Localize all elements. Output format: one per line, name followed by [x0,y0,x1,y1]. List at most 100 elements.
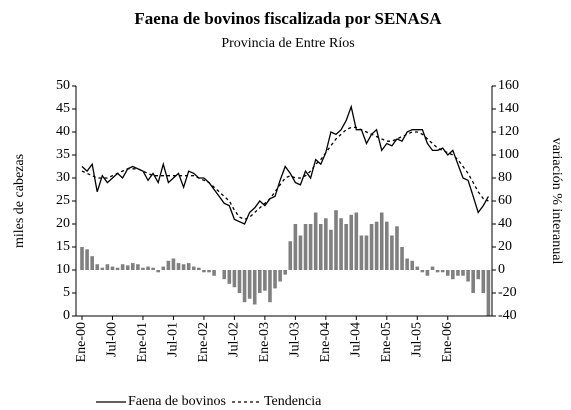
line [81,104,489,225]
bar [202,270,206,273]
bar [227,270,232,284]
bar [80,247,84,270]
x-tick-label: Jul-04 [349,322,364,357]
bar [298,235,303,270]
y2-tick-label: 20 [498,239,512,254]
bar [451,270,455,280]
bar [395,226,399,270]
y-tick-label: 0 [63,308,70,323]
y2-tick-label: -40 [498,308,517,323]
y2-tick-label: 80 [498,170,512,185]
bar [278,270,282,282]
bar [430,266,435,270]
y-tick-label: 25 [56,193,70,208]
bar [181,264,186,270]
bar [268,270,272,303]
x-tick-label: Jul-00 [105,322,120,357]
bar [176,263,181,270]
bar [308,224,313,270]
x-tick-label: Jul-05 [409,322,424,357]
legend-label: Faena de bovinos [128,394,226,409]
bar [369,224,374,270]
bar [461,270,465,276]
bar [151,267,155,270]
bar [263,270,267,291]
bar [136,264,140,270]
bar [110,266,115,270]
bar [166,260,171,270]
bar [405,258,409,270]
bar [161,266,166,270]
x-tick-label: Jul-02 [227,322,242,357]
x-tick-label: Jul-03 [288,322,303,357]
bar [252,270,257,305]
bar [146,266,150,270]
bar [303,224,308,270]
y-tick-label: 15 [56,239,70,254]
bar [440,270,445,273]
chart-title: Faena de bovinos fiscalizada por SENASA [134,9,442,28]
bar [186,263,191,270]
bar [95,264,100,270]
bar [125,265,130,270]
bar [359,235,364,270]
bar [486,270,491,316]
x-tick-label: Ene-05 [379,322,394,362]
bar [471,270,475,293]
y-tick-label: 45 [56,101,70,116]
y-tick-label: 10 [56,262,70,277]
bar [476,270,481,280]
bar [242,270,247,303]
x-tick-label: Ene-02 [196,322,211,362]
bar [445,270,450,276]
bar [435,270,440,273]
x-tick-label: Jul-01 [166,322,181,357]
legend-label: Tendencia [264,394,322,409]
bar [339,218,343,270]
y2-tick-label: 120 [498,124,519,139]
bar [141,267,145,270]
bar [247,270,252,299]
y2-tick-label: 160 [498,78,519,93]
y-tick-label: 35 [56,147,70,162]
y2-tick-label: 60 [498,193,512,208]
y2-tick-label: -20 [498,285,517,300]
bar [100,267,105,270]
bar [400,247,404,270]
y2-tick-label: 40 [498,216,512,231]
bar [237,270,242,293]
bar [293,224,298,270]
y2-tick-label: 100 [498,147,519,162]
bar [379,212,384,270]
bar [283,270,287,275]
x-tick-label: Ene-00 [74,322,89,362]
bar [273,270,277,289]
bar [324,218,328,270]
y2-axis-label: variación % interanual [549,138,564,265]
bar [344,224,348,270]
bar [420,270,425,273]
bar [374,221,379,270]
bar [156,270,160,273]
bar [191,266,196,270]
bar [90,256,94,270]
y2-tick-label: 140 [498,101,519,116]
y-tick-label: 50 [56,78,70,93]
y-tick-label: 40 [56,124,70,139]
bar [349,214,354,270]
x-tick-label: Ene-06 [440,322,455,362]
bar [212,270,216,276]
y2-tick-label: 0 [498,262,505,277]
bar [334,210,338,270]
bar [415,266,420,270]
bar [364,235,369,270]
x-tick-label: Ene-04 [318,322,333,362]
y-axis-label: miles de cabezas [12,154,27,248]
bar [390,235,394,270]
bar [232,270,237,288]
bar [313,212,318,270]
bar [258,270,262,293]
line [81,126,489,221]
bar [120,264,125,270]
